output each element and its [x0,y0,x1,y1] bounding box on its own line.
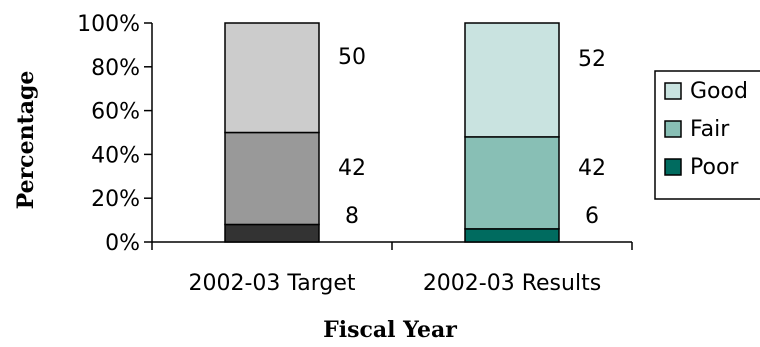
y-axis: 0% 20% 40% 60% 80% 100% [77,12,153,256]
x-axis-title: Fiscal Year [323,317,457,343]
bar-segment-poor [464,228,560,243]
legend-swatch-poor [664,158,682,176]
y-tick-label: 40% [91,143,140,168]
x-category-label: 2002-03 Target [189,271,356,296]
data-label-good: 52 [578,47,606,72]
legend-label-fair: Fair [690,117,730,142]
data-label-good: 50 [338,45,366,70]
x-category-label: 2002-03 Results [423,271,601,296]
data-label-fair: 42 [338,156,366,181]
y-tick-label: 0% [105,231,140,256]
legend: Good Fair Poor [654,70,760,200]
bar-segment-good [224,22,320,134]
data-label-poor: 8 [345,204,359,229]
legend-label-poor: Poor [690,155,739,180]
y-tick-label: 80% [91,56,140,81]
bar-segment-good [464,22,560,138]
data-labels-group: 8 42 50 6 42 52 [338,45,606,229]
legend-swatch-good [664,82,682,100]
data-label-poor: 6 [585,204,599,229]
legend-label-good: Good [690,79,748,104]
bar-segment-fair [224,131,320,226]
y-axis-title: Percentage [13,71,39,210]
legend-swatch-fair [664,120,682,138]
bar-segment-poor [224,223,320,243]
x-axis: 2002-03 Target 2002-03 Results [151,241,633,296]
y-tick-label: 60% [91,100,140,125]
bars-group [224,22,560,243]
y-tick-label: 100% [77,12,140,37]
bar-segment-fair [464,136,560,230]
y-tick-label: 20% [91,187,140,212]
data-label-fair: 42 [578,156,606,181]
